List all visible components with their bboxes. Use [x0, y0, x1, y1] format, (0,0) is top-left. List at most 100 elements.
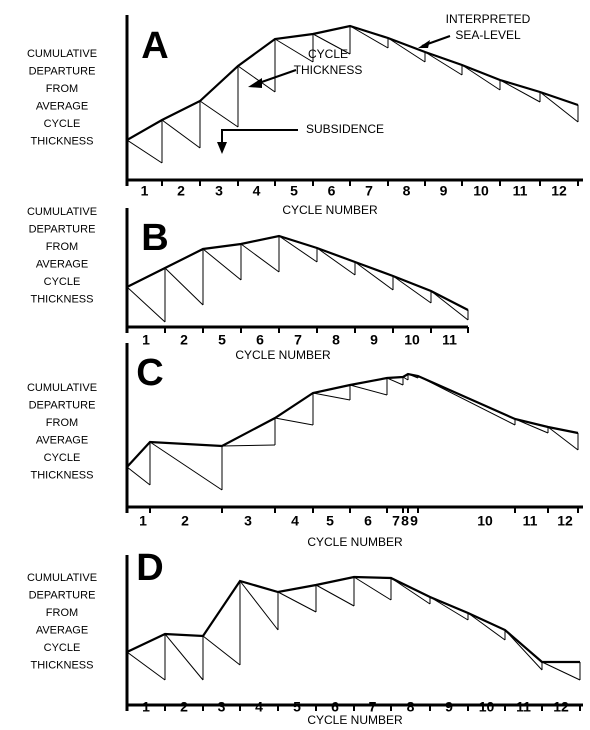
cycle-line: [387, 37, 426, 63]
sea-level-curve: [126, 575, 580, 664]
cycle-line: [278, 235, 318, 263]
y-axis-label: THICKNESS: [31, 293, 94, 305]
cycle-number: 12: [553, 699, 569, 715]
y-axis-label: CYCLE: [44, 642, 81, 654]
x-axis-label: CYCLE NUMBER: [307, 535, 403, 549]
y-axis-label: CUMULATIVE: [27, 48, 97, 60]
cycle-number: 12: [557, 513, 573, 529]
y-axis-label: FROM: [46, 607, 78, 619]
cycle-number: 7: [365, 183, 373, 199]
cycle-number: 1: [142, 699, 150, 715]
cycle-number: 2: [177, 183, 185, 199]
cycle-line: [353, 576, 392, 601]
cycle-line: [149, 441, 223, 491]
cycle-number: 11: [523, 513, 538, 529]
sea-level-curve: [126, 372, 579, 468]
cycle-line: [349, 25, 389, 49]
cycle-number: 9: [370, 332, 378, 348]
cycle-line: [499, 79, 541, 103]
cycle-number: 6: [331, 699, 339, 715]
cycle-line: [126, 139, 163, 164]
y-axis-label: THICKNESS: [31, 659, 94, 671]
cycle-line: [161, 119, 201, 149]
y-axis-label: CUMULATIVE: [27, 382, 97, 394]
cycle-number: 12: [551, 183, 567, 199]
cycle-number: 8: [407, 699, 415, 715]
cycle-number: 10: [473, 183, 489, 199]
cycle-number: 7: [294, 332, 302, 348]
cycle-line: [164, 633, 204, 681]
cycle-number: 11: [516, 699, 531, 715]
cycle-number: 2: [180, 332, 188, 348]
annotation: SUBSIDENCE: [306, 122, 384, 136]
y-axis-label: DEPARTURE: [29, 65, 96, 77]
y-axis-label: AVERAGE: [36, 258, 88, 270]
cycle-number: 2: [181, 513, 189, 529]
cycle-number: 10: [404, 332, 420, 348]
cycle-line: [221, 444, 276, 447]
x-axis-label: CYCLE NUMBER: [307, 713, 403, 727]
cycle-number: 10: [479, 699, 495, 715]
cycle-line: [424, 51, 463, 76]
cycle-number: 1: [142, 332, 150, 348]
cycle-line: [541, 661, 581, 681]
cycle-number: 2: [180, 699, 188, 715]
cycle-line: [354, 261, 394, 291]
panel-letter: B: [141, 217, 168, 259]
cycle-line: [315, 584, 355, 607]
x-axis-label: CYCLE NUMBER: [235, 348, 331, 362]
y-axis-label: FROM: [46, 417, 78, 429]
cycle-number: 7: [369, 699, 377, 715]
cycle-number: 8: [332, 332, 340, 348]
cycle-number: 9: [445, 699, 453, 715]
cycle-line: [386, 377, 404, 386]
y-axis-label: THICKNESS: [31, 135, 94, 147]
cycle-line: [126, 651, 166, 681]
cycle-line: [237, 65, 276, 93]
cycle-number: 4: [253, 183, 261, 199]
y-axis-label: CYCLE: [44, 118, 81, 130]
cycle-number: 11: [442, 332, 457, 348]
annotation: THICKNESS: [294, 63, 363, 77]
y-axis-label: CUMULATIVE: [27, 572, 97, 584]
sea-level-curve: [126, 24, 579, 141]
cycle-line: [430, 290, 469, 321]
cycle-line: [467, 612, 506, 641]
panel-letter: D: [136, 547, 163, 589]
cycle-line: [202, 248, 242, 281]
y-axis-label: AVERAGE: [36, 434, 88, 446]
y-axis-label: FROM: [46, 83, 78, 95]
cycle-line: [312, 392, 351, 401]
cycle-line: [277, 591, 317, 613]
cycle-number: 10: [477, 513, 493, 529]
y-axis-label: DEPARTURE: [29, 223, 96, 235]
cycle-number: 8: [401, 513, 409, 529]
cycle-line: [164, 267, 204, 306]
arrow-head: [248, 78, 262, 88]
cycle-number: 7: [392, 513, 400, 529]
y-axis-label: AVERAGE: [36, 100, 88, 112]
cycle-number: 3: [244, 513, 252, 529]
arrow: [255, 69, 297, 85]
y-axis-label: CUMULATIVE: [27, 206, 97, 218]
y-axis-label: DEPARTURE: [29, 399, 96, 411]
cycle-number: 3: [215, 183, 223, 199]
cycle-number: 6: [364, 513, 372, 529]
annotation: SEA-LEVEL: [455, 28, 521, 42]
cycle-number: 5: [218, 332, 226, 348]
y-axis-label: AVERAGE: [36, 624, 88, 636]
sea-level-curve: [126, 234, 469, 311]
cycle-number: 5: [293, 699, 301, 715]
y-axis-label: THICKNESS: [31, 469, 94, 481]
cycle-number: 9: [440, 183, 448, 199]
cycle-number: 3: [218, 699, 226, 715]
arrow-head: [217, 142, 227, 154]
cycle-number: 5: [326, 513, 334, 529]
panel-letter: A: [141, 25, 168, 67]
cycle-line: [202, 635, 241, 666]
cycle-line: [539, 91, 579, 123]
cycle-line: [126, 286, 166, 323]
cycle-line: [349, 384, 388, 396]
cycle-number: 11: [513, 183, 528, 199]
